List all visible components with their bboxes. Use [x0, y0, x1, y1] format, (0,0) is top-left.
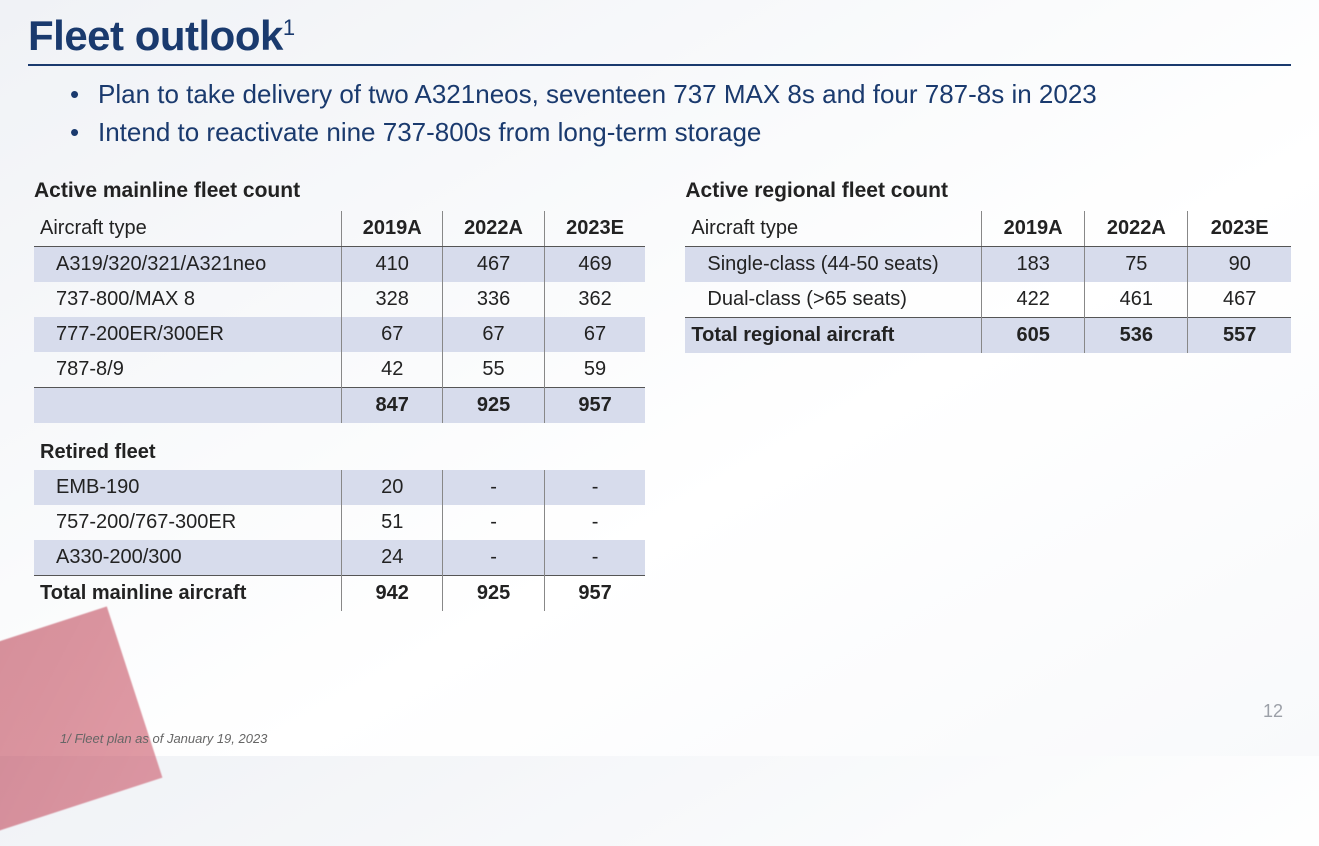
- col-header: 2023E: [544, 211, 645, 247]
- cell-value: 20: [342, 470, 443, 505]
- table-row: 787-8/9 42 55 59: [34, 352, 645, 388]
- table-row: A319/320/321/A321neo 410 467 469: [34, 247, 645, 283]
- footnote: 1/ Fleet plan as of January 19, 2023: [60, 731, 267, 746]
- cell-label: A330-200/300: [34, 540, 342, 576]
- bullet-list: Plan to take delivery of two A321neos, s…: [28, 76, 1291, 151]
- cell-value: 90: [1188, 247, 1291, 283]
- cell-value: 847: [342, 388, 443, 424]
- col-header: 2022A: [443, 211, 544, 247]
- cell-value: 461: [1085, 282, 1188, 318]
- cell-value: 51: [342, 505, 443, 540]
- cell-value: 67: [342, 317, 443, 352]
- regional-header-row: Aircraft type 2019A 2022A 2023E: [685, 211, 1291, 247]
- slide-title: Fleet outlook1: [28, 12, 1291, 66]
- cell-value: 67: [443, 317, 544, 352]
- cell-label: 777-200ER/300ER: [34, 317, 342, 352]
- cell-label: Dual-class (>65 seats): [685, 282, 981, 318]
- page-number: 12: [1263, 701, 1283, 722]
- cell-value: -: [544, 505, 645, 540]
- col-header: 2019A: [342, 211, 443, 247]
- decorative-corner: [0, 606, 162, 845]
- cell-value: 605: [982, 318, 1085, 354]
- col-header: 2023E: [1188, 211, 1291, 247]
- cell-value: 942: [342, 576, 443, 612]
- cell-label: Single-class (44-50 seats): [685, 247, 981, 283]
- cell-label: [34, 388, 342, 424]
- cell-label: Total regional aircraft: [685, 318, 981, 354]
- table-row: 737-800/MAX 8 328 336 362: [34, 282, 645, 317]
- cell-value: 925: [443, 388, 544, 424]
- regional-caption: Active regional fleet count: [685, 179, 1291, 203]
- cell-label: A319/320/321/A321neo: [34, 247, 342, 283]
- bullet-item: Plan to take delivery of two A321neos, s…: [70, 76, 1291, 114]
- col-header: 2022A: [1085, 211, 1188, 247]
- col-header: Aircraft type: [685, 211, 981, 247]
- cell-label: 787-8/9: [34, 352, 342, 388]
- cell-value: 75: [1085, 247, 1188, 283]
- cell-value: -: [443, 540, 544, 576]
- table-row: Single-class (44-50 seats) 183 75 90: [685, 247, 1291, 283]
- cell-value: 536: [1085, 318, 1188, 354]
- cell-value: -: [443, 505, 544, 540]
- cell-value: -: [544, 540, 645, 576]
- total-row: Total mainline aircraft 942 925 957: [34, 576, 645, 612]
- subtotal-row: 847 925 957: [34, 388, 645, 424]
- cell-value: -: [443, 470, 544, 505]
- cell-label: 757-200/767-300ER: [34, 505, 342, 540]
- bullet-item: Intend to reactivate nine 737-800s from …: [70, 114, 1291, 152]
- cell-value: 336: [443, 282, 544, 317]
- regional-table: Aircraft type 2019A 2022A 2023E Single-c…: [685, 211, 1291, 353]
- total-row: Total regional aircraft 605 536 557: [685, 318, 1291, 354]
- mainline-header-row: Aircraft type 2019A 2022A 2023E: [34, 211, 645, 247]
- cell-value: 24: [342, 540, 443, 576]
- regional-table-block: Active regional fleet count Aircraft typ…: [685, 179, 1291, 611]
- cell-label: EMB-190: [34, 470, 342, 505]
- table-row: 777-200ER/300ER 67 67 67: [34, 317, 645, 352]
- title-text: Fleet outlook: [28, 12, 283, 59]
- cell-value: 467: [443, 247, 544, 283]
- cell-value: 422: [982, 282, 1085, 318]
- cell-value: 925: [443, 576, 544, 612]
- retired-caption-row: Retired fleet: [34, 423, 645, 470]
- cell-value: 362: [544, 282, 645, 317]
- retired-caption: Retired fleet: [34, 423, 645, 470]
- cell-value: 410: [342, 247, 443, 283]
- tables-wrapper: Active mainline fleet count Aircraft typ…: [28, 179, 1291, 611]
- cell-value: 467: [1188, 282, 1291, 318]
- col-header: Aircraft type: [34, 211, 342, 247]
- cell-value: 328: [342, 282, 443, 317]
- slide-content: Fleet outlook1 Plan to take delivery of …: [0, 0, 1319, 611]
- title-footnote-marker: 1: [283, 15, 295, 40]
- cell-value: 957: [544, 576, 645, 612]
- cell-value: -: [544, 470, 645, 505]
- col-header: 2019A: [982, 211, 1085, 247]
- cell-value: 183: [982, 247, 1085, 283]
- mainline-table-block: Active mainline fleet count Aircraft typ…: [34, 179, 645, 611]
- cell-value: 957: [544, 388, 645, 424]
- cell-value: 557: [1188, 318, 1291, 354]
- mainline-caption: Active mainline fleet count: [34, 179, 645, 203]
- cell-value: 469: [544, 247, 645, 283]
- mainline-table: Aircraft type 2019A 2022A 2023E A319/320…: [34, 211, 645, 611]
- cell-value: 59: [544, 352, 645, 388]
- table-row: A330-200/300 24 - -: [34, 540, 645, 576]
- cell-value: 67: [544, 317, 645, 352]
- table-row: EMB-190 20 - -: [34, 470, 645, 505]
- cell-value: 42: [342, 352, 443, 388]
- cell-label: Total mainline aircraft: [34, 576, 342, 612]
- cell-value: 55: [443, 352, 544, 388]
- table-row: 757-200/767-300ER 51 - -: [34, 505, 645, 540]
- cell-label: 737-800/MAX 8: [34, 282, 342, 317]
- table-row: Dual-class (>65 seats) 422 461 467: [685, 282, 1291, 318]
